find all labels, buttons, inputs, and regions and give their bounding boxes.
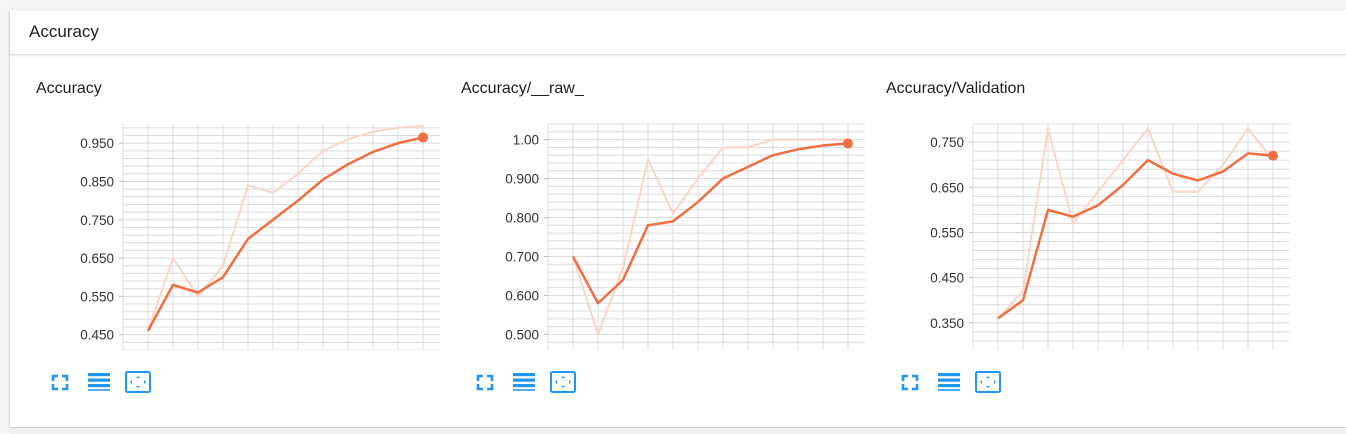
- toggle-log-scale-button[interactable]: [510, 370, 538, 394]
- toggle-log-scale-button[interactable]: [935, 370, 963, 394]
- chart-toolbar: [896, 370, 1002, 394]
- series-line-raw: [572, 138, 848, 336]
- toggle-log-scale-icon: [88, 373, 110, 391]
- toggle-log-scale-icon: [938, 373, 960, 391]
- y-tick-label: 0.950: [80, 136, 114, 151]
- chart-accuracy[interactable]: 0.450 0.550 0.650 0.750 0.850 0.950: [20, 110, 440, 350]
- chart-title: Accuracy/__raw_: [461, 80, 584, 97]
- accuracy-card: Accuracy Accuracy 0.450 0.550 0.650 0.750 0.…: [10, 10, 1346, 427]
- y-tick-label: 0.800: [505, 211, 539, 226]
- toggle-log-scale-icon: [513, 373, 535, 391]
- card-title: Accuracy: [29, 22, 99, 41]
- fit-domain-icon: [975, 371, 1001, 393]
- fullscreen-button[interactable]: [471, 370, 499, 394]
- fullscreen-button[interactable]: [896, 370, 924, 394]
- last-point-marker: [1268, 150, 1278, 161]
- last-point-marker: [843, 138, 853, 149]
- series-line-smoothed: [571, 142, 849, 305]
- fit-domain-button[interactable]: [124, 370, 152, 394]
- y-tick-label: 1.00: [513, 133, 539, 148]
- y-tick-label: 0.900: [505, 172, 539, 187]
- fit-domain-button[interactable]: [974, 370, 1002, 394]
- y-tick-label: 0.550: [80, 289, 114, 304]
- y-tick-label: 0.500: [505, 327, 539, 342]
- last-point-marker: [418, 132, 428, 143]
- chart-title: Accuracy/Validation: [886, 80, 1026, 97]
- chart-toolbar: [471, 370, 577, 394]
- fit-domain-button[interactable]: [549, 370, 577, 394]
- chart-accuracy-raw[interactable]: 0.500 0.600 0.700 0.800 0.900 1.00: [445, 110, 865, 350]
- chart-toolbar: [46, 370, 152, 394]
- fit-domain-icon: [550, 371, 576, 393]
- fullscreen-icon: [51, 374, 69, 391]
- chart-title: Accuracy: [36, 80, 102, 97]
- chart-accuracy-validation[interactable]: 0.350 0.450 0.550 0.650 0.750: [870, 110, 1290, 350]
- chart-panel-accuracy-validation: Accuracy/Validation 0.350 0.450 0.550 0.650…: [870, 70, 1290, 410]
- series-line-smoothed: [997, 152, 1274, 320]
- series-line-smoothed: [146, 136, 424, 332]
- chart-panel-accuracy: Accuracy 0.450 0.550 0.650 0.750 0.850 0.950: [20, 70, 440, 410]
- y-tick-label: 0.600: [505, 288, 539, 303]
- card-header[interactable]: Accuracy: [10, 10, 1346, 55]
- y-tick-label: 0.850: [80, 174, 114, 189]
- y-tick-label: 0.750: [80, 213, 114, 228]
- y-tick-label: 0.450: [930, 271, 964, 286]
- chart-panel-accuracy-raw: Accuracy/__raw_ 0.500 0.600 0.700 0.800 0.90…: [445, 70, 865, 410]
- fullscreen-button[interactable]: [46, 370, 74, 394]
- y-tick-label: 0.650: [80, 251, 114, 266]
- fullscreen-icon: [901, 374, 919, 391]
- series-line-raw: [147, 124, 424, 332]
- y-tick-label: 0.650: [930, 180, 964, 195]
- y-tick-label: 0.700: [505, 249, 539, 264]
- y-tick-label: 0.750: [930, 135, 964, 150]
- y-tick-label: 0.450: [80, 328, 114, 343]
- y-tick-label: 0.550: [930, 225, 964, 240]
- fit-domain-icon: [125, 371, 151, 393]
- series-line-raw: [997, 127, 1274, 320]
- fullscreen-icon: [476, 374, 494, 391]
- y-tick-label: 0.350: [930, 316, 964, 331]
- next-card-edge: [10, 428, 1346, 434]
- toggle-log-scale-button[interactable]: [85, 370, 113, 394]
